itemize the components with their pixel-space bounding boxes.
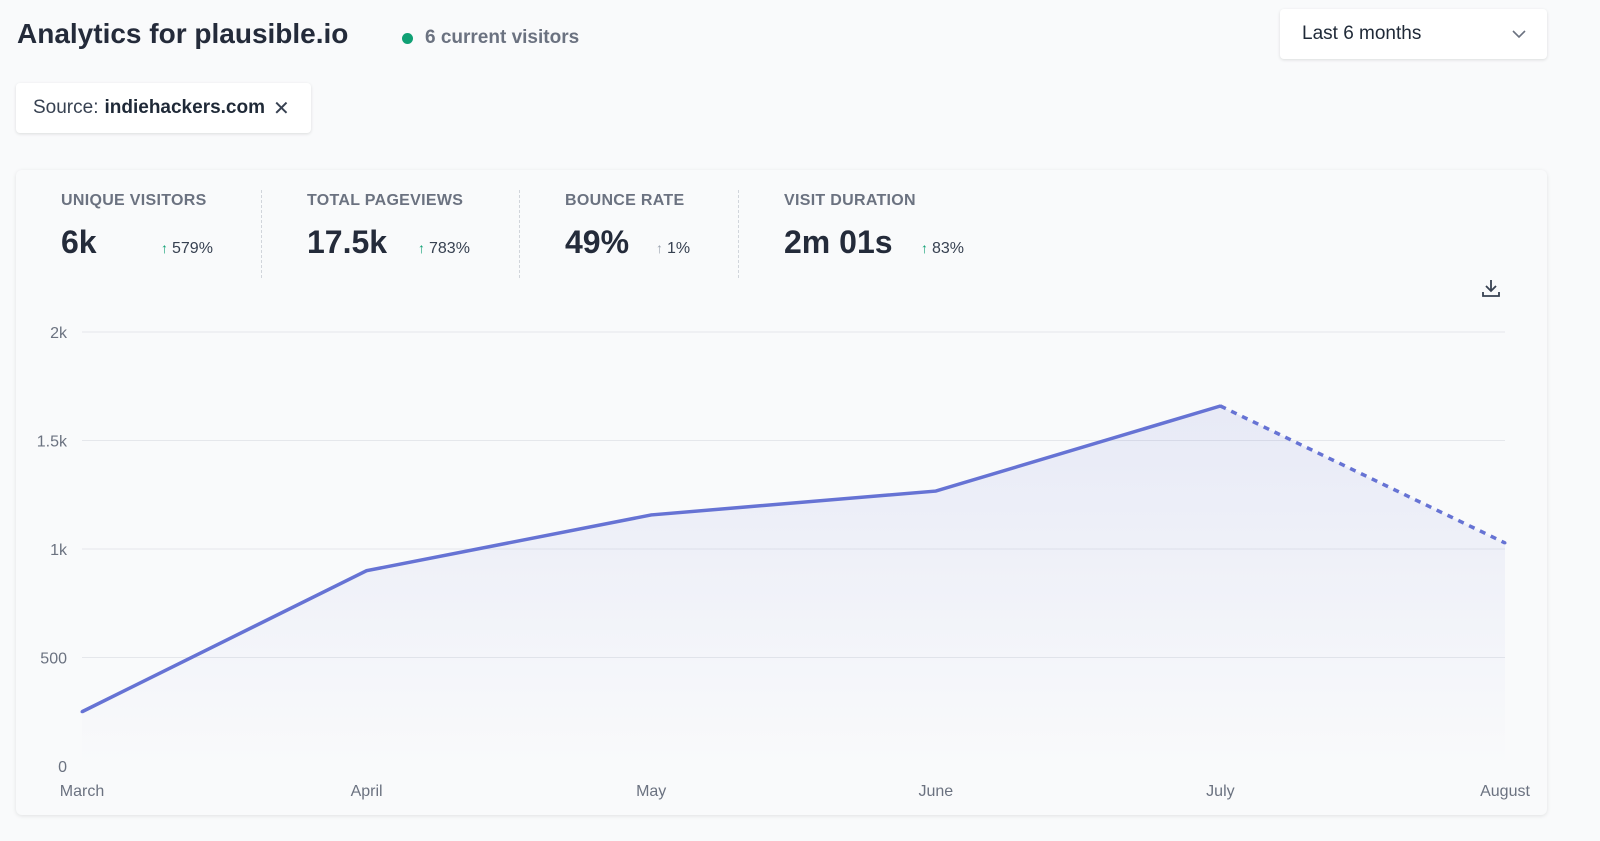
stat-change: 83% bbox=[932, 240, 965, 257]
page-title: Analytics for plausible.io bbox=[17, 18, 349, 49]
arrow-up-icon: ↑ bbox=[656, 240, 663, 256]
stat-label: TOTAL PAGEVIEWS bbox=[307, 192, 464, 209]
stat-total-pageviews[interactable]: TOTAL PAGEVIEWS 17.5k ↑ 783% bbox=[307, 192, 470, 278]
stat-value: 6k bbox=[61, 224, 97, 260]
current-visitors[interactable]: 6 current visitors bbox=[402, 27, 579, 49]
download-icon[interactable] bbox=[1480, 277, 1502, 299]
stat-visit-duration[interactable]: VISIT DURATION 2m 01s ↑ 83% bbox=[784, 192, 964, 278]
data-point bbox=[1218, 404, 1222, 408]
x-tick-label: August bbox=[1480, 783, 1530, 800]
arrow-up-icon: ↑ bbox=[418, 240, 425, 256]
chart-area bbox=[82, 405, 1505, 766]
arrow-up-icon: ↑ bbox=[161, 240, 168, 256]
close-icon[interactable]: ✕ bbox=[273, 97, 290, 120]
data-point bbox=[365, 569, 369, 573]
stat-label: VISIT DURATION bbox=[784, 192, 916, 209]
stat-value: 2m 01s bbox=[784, 224, 893, 260]
stat-label: UNIQUE VISITORS bbox=[61, 192, 207, 209]
filter-pill[interactable]: Source: indiehackers.com ✕ bbox=[16, 83, 311, 133]
y-tick-label: 2k bbox=[50, 325, 68, 342]
stat-bounce-rate[interactable]: BOUNCE RATE 49% ↑ 1% bbox=[565, 192, 690, 278]
x-tick-label: July bbox=[1206, 783, 1234, 800]
period-select-value: Last 6 months bbox=[1302, 23, 1422, 44]
stat-change: 783% bbox=[429, 240, 470, 257]
divider bbox=[519, 190, 520, 278]
stat-value: 49% bbox=[565, 224, 630, 260]
live-dot-icon bbox=[402, 32, 413, 44]
current-visitors-label: 6 current visitors bbox=[425, 27, 580, 48]
y-tick-label: 1.5k bbox=[37, 434, 68, 451]
filter-value: indiehackers.com bbox=[104, 97, 266, 118]
y-tick-label: 500 bbox=[40, 651, 67, 668]
stat-change: 1% bbox=[667, 240, 691, 257]
divider bbox=[738, 190, 739, 278]
stat-label: BOUNCE RATE bbox=[565, 192, 685, 209]
y-tick-label: 1k bbox=[50, 542, 68, 559]
data-point bbox=[1503, 541, 1507, 545]
stat-value: 17.5k bbox=[307, 224, 388, 260]
chart-line-dashed bbox=[1219, 404, 1506, 545]
divider bbox=[261, 190, 262, 278]
data-point bbox=[80, 710, 84, 714]
x-tick-label: April bbox=[351, 783, 383, 800]
stat-unique-visitors[interactable]: UNIQUE VISITORS 6k ↑ 579% bbox=[61, 192, 213, 278]
filter-label: Source: bbox=[33, 97, 99, 118]
y-tick-label: 0 bbox=[58, 759, 67, 776]
x-tick-label: June bbox=[918, 783, 953, 800]
stat-change: 579% bbox=[172, 240, 213, 257]
x-tick-label: May bbox=[636, 783, 666, 800]
data-point bbox=[649, 513, 653, 517]
chevron-down-icon bbox=[1512, 30, 1526, 39]
arrow-up-icon: ↑ bbox=[921, 240, 928, 256]
data-point bbox=[934, 489, 938, 493]
x-tick-label: March bbox=[60, 783, 104, 800]
period-select[interactable]: Last 6 months bbox=[1280, 9, 1547, 59]
